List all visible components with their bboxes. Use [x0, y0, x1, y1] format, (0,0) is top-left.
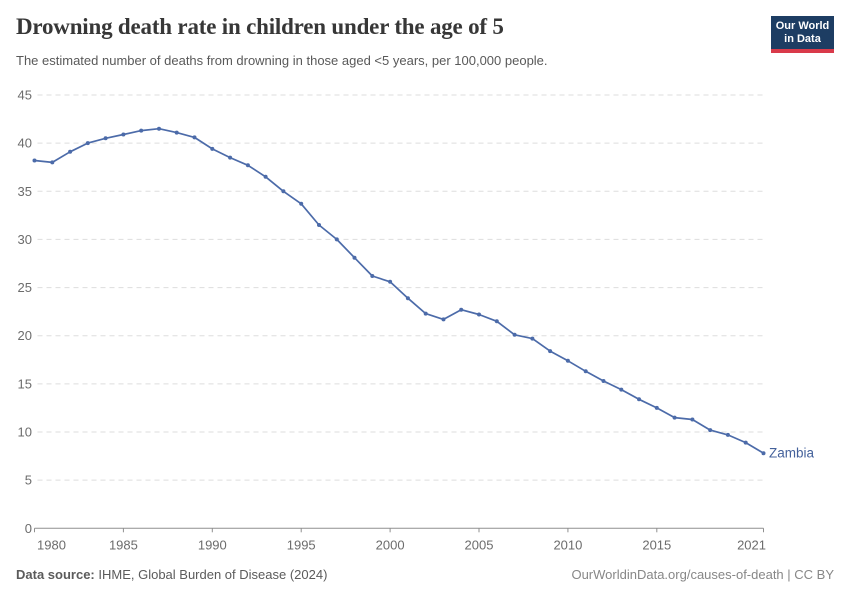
data-point-1999[interactable] — [370, 274, 375, 278]
y-tick-label-30: 30 — [18, 232, 32, 247]
data-point-1982[interactable] — [68, 149, 73, 154]
data-point-2011[interactable] — [583, 369, 588, 374]
data-point-2004[interactable] — [459, 307, 464, 312]
data-point-1991[interactable] — [228, 155, 233, 160]
x-tick-label-1985: 1985 — [109, 537, 138, 552]
zambia-line[interactable] — [34, 127, 764, 454]
data-point-1988[interactable] — [174, 130, 179, 135]
series-label-zambia: Zambia — [769, 446, 815, 461]
data-point-1993[interactable] — [263, 174, 268, 179]
footer: Data source: IHME, Global Burden of Dise… — [16, 567, 834, 582]
data-point-2006[interactable] — [494, 319, 499, 324]
y-tick-label-25: 25 — [18, 280, 32, 295]
data-point-2012[interactable] — [601, 379, 606, 383]
data-point-1989[interactable] — [192, 135, 197, 140]
data-point-1992[interactable] — [245, 163, 250, 168]
owid-logo-box: Our World in Data — [771, 16, 834, 49]
page-subtitle: The estimated number of deaths from drow… — [16, 53, 548, 68]
data-point-2014[interactable] — [637, 397, 641, 402]
data-point-2001[interactable] — [405, 296, 410, 301]
page-title: Drowning death rate in children under th… — [16, 14, 504, 39]
x-tick-label-1990: 1990 — [198, 537, 227, 552]
owid-logo-line2: in Data — [784, 33, 821, 45]
x-tick-label-2015: 2015 — [642, 537, 671, 552]
data-point-1986[interactable] — [139, 128, 144, 133]
data-point-2015[interactable] — [654, 405, 659, 410]
data-point-2008[interactable] — [530, 336, 535, 341]
x-tick-label-1995: 1995 — [287, 537, 316, 552]
owid-logo[interactable]: Our World in Data — [771, 16, 834, 53]
data-point-2010[interactable] — [565, 358, 570, 363]
data-point-1996[interactable] — [317, 223, 321, 227]
data-source-label: Data source: — [16, 567, 95, 582]
data-point-2018[interactable] — [708, 428, 713, 433]
data-point-1995[interactable] — [299, 201, 304, 206]
data-point-1987[interactable] — [157, 126, 161, 131]
y-tick-label-35: 35 — [18, 184, 32, 199]
data-point-2005[interactable] — [477, 312, 481, 317]
y-tick-label-10: 10 — [18, 425, 32, 440]
data-point-1998[interactable] — [352, 255, 357, 260]
data-point-1990[interactable] — [210, 146, 215, 151]
x-tick-label-1980: 1980 — [37, 537, 66, 552]
data-point-2019[interactable] — [725, 432, 730, 437]
data-point-2013[interactable] — [619, 387, 624, 392]
owid-logo-red-bar — [771, 49, 834, 53]
data-point-1994[interactable] — [281, 189, 286, 194]
data-point-2016[interactable] — [672, 415, 677, 420]
data-point-1985[interactable] — [121, 132, 126, 137]
data-point-2000[interactable] — [388, 279, 393, 284]
data-point-1984[interactable] — [103, 136, 108, 141]
x-tick-label-2005: 2005 — [465, 537, 494, 552]
x-tick-label-2010: 2010 — [553, 537, 582, 552]
data-point-2021[interactable] — [761, 451, 766, 456]
y-tick-label-15: 15 — [18, 376, 32, 391]
owid-logo-line1: Our World — [775, 20, 830, 32]
data-point-2020[interactable] — [743, 440, 748, 445]
data-point-1983[interactable] — [85, 141, 90, 146]
y-tick-label-45: 45 — [18, 88, 32, 103]
y-tick-label-0: 0 — [25, 521, 32, 536]
x-tick-label-2000: 2000 — [376, 537, 405, 552]
data-point-1980[interactable] — [32, 158, 37, 163]
y-tick-label-20: 20 — [18, 328, 32, 343]
x-tick-label-2021: 2021 — [737, 537, 766, 552]
data-point-2003[interactable] — [441, 317, 446, 322]
data-point-2009[interactable] — [548, 349, 553, 354]
credit-link[interactable]: OurWorldinData.org/causes-of-death | CC … — [571, 567, 834, 582]
y-tick-label-40: 40 — [18, 136, 32, 151]
data-point-1981[interactable] — [50, 160, 55, 165]
y-tick-label-5: 5 — [25, 473, 32, 488]
data-point-2017[interactable] — [690, 417, 695, 422]
data-point-2002[interactable] — [423, 311, 428, 316]
data-source-value: IHME, Global Burden of Disease (2024) — [94, 567, 328, 582]
data-point-2007[interactable] — [512, 332, 517, 337]
data-source-note: Data source: IHME, Global Burden of Dise… — [16, 567, 327, 582]
data-point-1997[interactable] — [334, 237, 339, 242]
